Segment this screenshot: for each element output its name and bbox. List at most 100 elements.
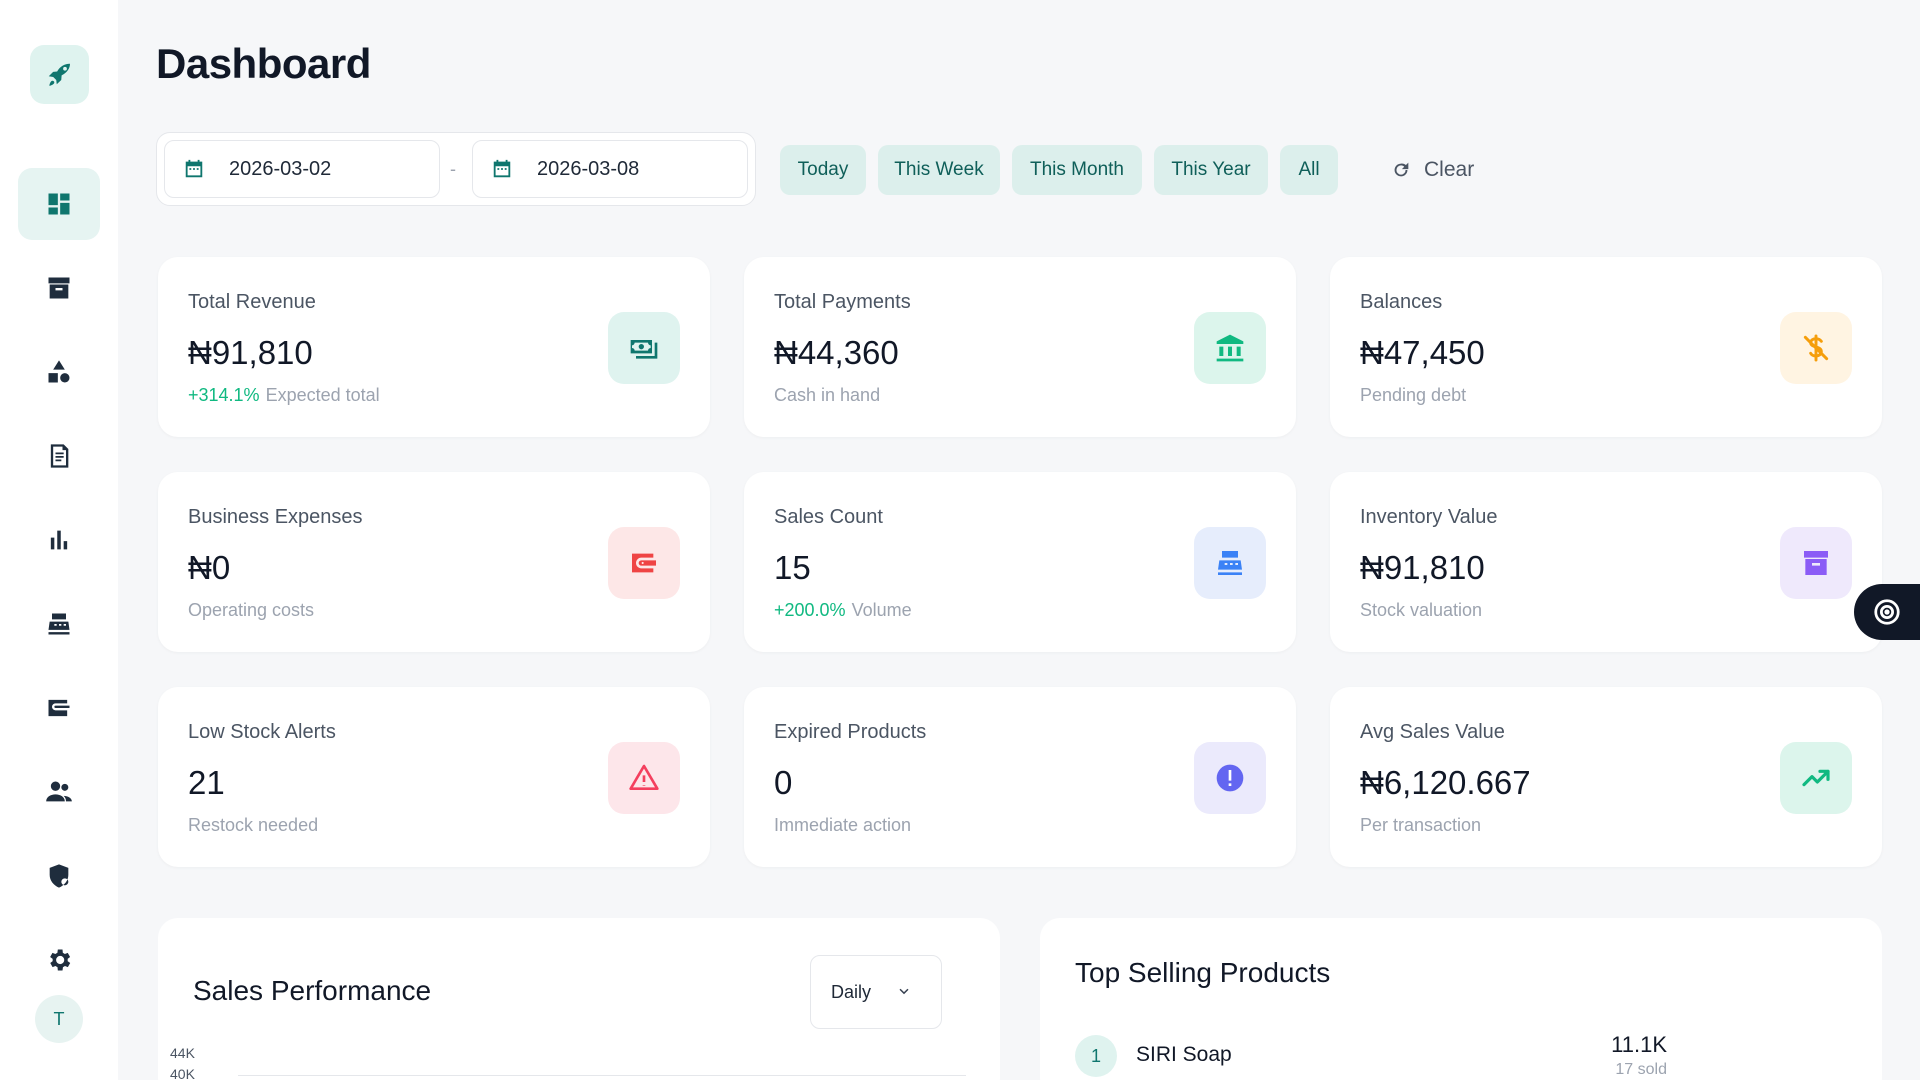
dashboard-icon (48, 193, 70, 215)
stat-label: Expired Products (774, 721, 927, 743)
stat-trend: +314.1% (188, 385, 260, 405)
stat-trend: +200.0% (774, 600, 846, 620)
stat-subtext: Cash in hand (774, 385, 881, 405)
stat-value: ₦6,120.667 (1360, 764, 1531, 801)
filter-today-button[interactable]: Today (780, 145, 866, 195)
stat-subtext: Per transaction (1360, 815, 1482, 835)
nav-reports[interactable] (18, 504, 100, 576)
trending-up-icon (1802, 769, 1830, 787)
date-range-picker: 2026-03-02 - 2026-03-08 (156, 132, 756, 206)
gear-icon (50, 949, 71, 971)
date-separator: - (450, 159, 456, 179)
stat-value: 0 (774, 764, 793, 801)
floating-assistant-button[interactable] (1854, 584, 1920, 640)
cash-register-icon (48, 613, 70, 635)
receipt-icon (50, 444, 69, 468)
clear-label: Clear (1424, 158, 1475, 181)
stat-card-avg-sales-value: Avg Sales Value ₦6,120.667 Per transacti… (1330, 687, 1882, 867)
stat-value: ₦91,810 (1360, 549, 1485, 586)
stat-subtext: Stock valuation (1360, 600, 1483, 620)
stat-card-business-expenses: Business Expenses ₦0 Operating costs (158, 472, 710, 652)
y-tick-label: 44K (170, 1045, 195, 1061)
stat-icon-box (1194, 742, 1266, 814)
stat-label: Inventory Value (1360, 506, 1498, 528)
stat-icon-box (608, 527, 680, 599)
nav-categories[interactable] (18, 336, 100, 408)
stat-label: Low Stock Alerts (188, 721, 336, 743)
refresh-icon (1394, 162, 1409, 177)
archive-icon (1804, 551, 1828, 575)
stat-value: 21 (188, 764, 225, 801)
filter-this-week-button[interactable]: This Week (878, 145, 1000, 195)
stat-card-expired-products: Expired Products 0 Immediate action (744, 687, 1296, 867)
stat-card-inventory-value: Inventory Value ₦91,810 Stock valuation (1330, 472, 1882, 652)
stat-card-low-stock-alerts: Low Stock Alerts 21 Restock needed (158, 687, 710, 867)
start-date-value: 2026-03-02 (229, 157, 332, 180)
stat-value: ₦91,810 (188, 334, 313, 371)
chart-gridline (238, 1075, 966, 1076)
assistant-icon (1874, 599, 1900, 625)
stat-subtext: +200.0% Volume (774, 600, 912, 620)
stat-label: Total Payments (774, 291, 911, 313)
app-logo[interactable] (30, 45, 89, 104)
y-tick-label: 40K (170, 1066, 195, 1080)
cash-icon (630, 340, 658, 359)
stat-card-balances: Balances ₦47,450 Pending debt (1330, 257, 1882, 437)
stat-label: Business Expenses (188, 506, 363, 528)
stat-value: 15 (774, 549, 811, 586)
clear-filters-button[interactable]: Clear (1390, 145, 1474, 195)
nav-dashboard[interactable] (18, 168, 100, 240)
users-icon (46, 781, 72, 802)
stat-label: Sales Count (774, 506, 883, 528)
bar-chart-icon (50, 530, 68, 550)
nav-customers[interactable] (18, 756, 100, 828)
stat-value: ₦47,450 (1360, 334, 1485, 371)
chevron-down-icon (899, 988, 909, 995)
bank-icon (1216, 334, 1244, 362)
product-sold-count: 17 sold (1615, 1061, 1667, 1078)
wallet-icon (632, 553, 656, 573)
nav-inventory[interactable] (18, 252, 100, 324)
stat-icon-box (608, 742, 680, 814)
end-date-value: 2026-03-08 (537, 157, 640, 180)
nav-roles[interactable] (18, 840, 100, 912)
filter-all-button[interactable]: All (1280, 145, 1338, 195)
dollar-off-icon (1803, 334, 1829, 362)
period-select[interactable]: Daily (810, 955, 942, 1029)
calendar-icon (493, 159, 511, 178)
nav-settings[interactable] (18, 924, 100, 996)
stat-value: ₦0 (188, 549, 231, 586)
stat-subtext: Restock needed (188, 815, 319, 835)
end-date-field[interactable]: 2026-03-08 (472, 140, 748, 198)
start-date-field[interactable]: 2026-03-02 (164, 140, 440, 198)
stat-card-sales-count: Sales Count 15 +200.0% Volume (744, 472, 1296, 652)
sales-performance-title: Sales Performance (193, 975, 432, 1006)
stat-card-total-payments: Total Payments ₦44,360 Cash in hand (744, 257, 1296, 437)
filter-this-month-button[interactable]: This Month (1012, 145, 1142, 195)
stat-icon-box (608, 312, 680, 384)
shield-user-icon (49, 864, 69, 888)
sidebar: T (0, 0, 118, 1080)
alert-circle-icon (1216, 764, 1244, 792)
stat-label: Avg Sales Value (1360, 721, 1505, 743)
nav-receipts[interactable] (18, 420, 100, 492)
nav-expenses[interactable] (18, 672, 100, 744)
warning-icon (629, 764, 659, 790)
stat-label: Total Revenue (188, 291, 316, 313)
calendar-icon (185, 159, 203, 178)
stat-subtext: +314.1% Expected total (188, 385, 380, 405)
product-name[interactable]: SIRI Soap (1136, 1043, 1232, 1066)
rocket-icon (48, 63, 70, 86)
stat-icon-box (1194, 527, 1266, 599)
stat-icon-box (1780, 527, 1852, 599)
filter-this-year-button[interactable]: This Year (1154, 145, 1268, 195)
stat-icon-box (1780, 742, 1852, 814)
top-products-title: Top Selling Products (1075, 957, 1331, 988)
top-products-panel (1040, 918, 1882, 1080)
stat-subtext: Immediate action (774, 815, 912, 835)
user-avatar[interactable]: T (35, 995, 83, 1043)
stat-label: Balances (1360, 291, 1443, 313)
nav-pos[interactable] (18, 588, 100, 660)
cash-register-icon (1218, 551, 1242, 575)
stat-icon-box (1194, 312, 1266, 384)
